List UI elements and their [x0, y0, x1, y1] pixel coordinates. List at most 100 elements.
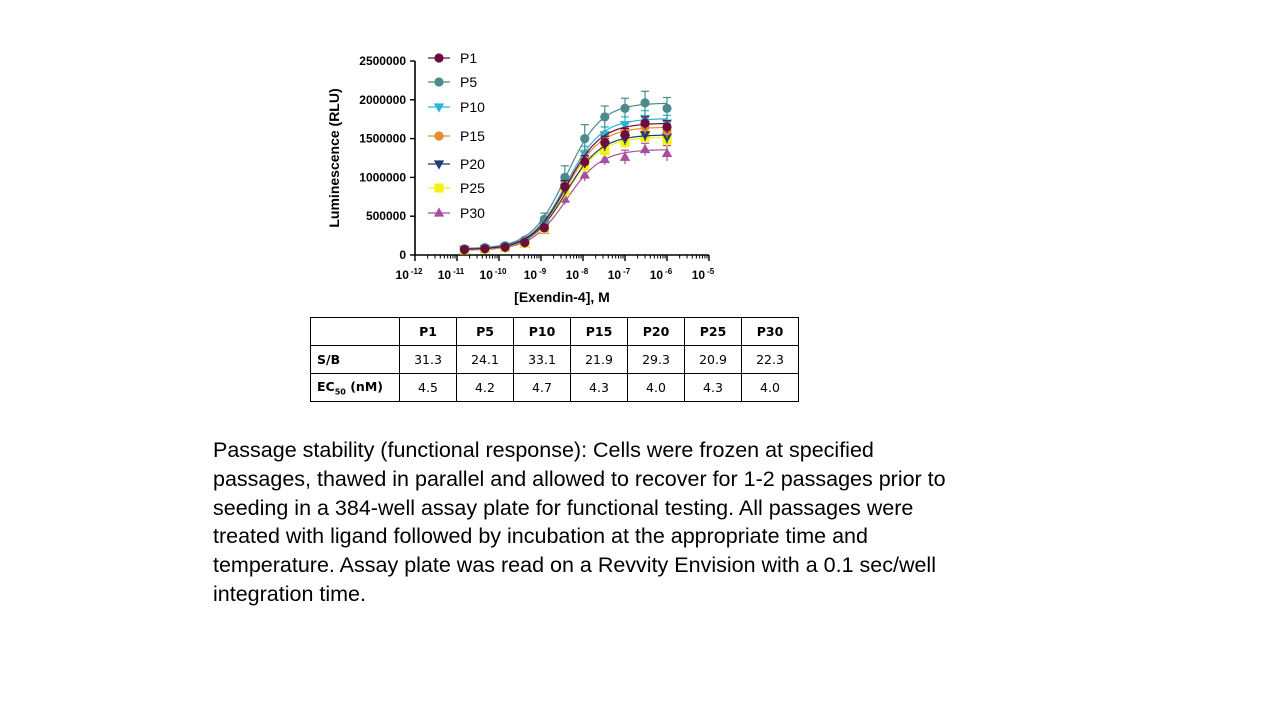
data-point — [619, 151, 631, 161]
data-point — [661, 147, 673, 157]
table-cell: 4.0 — [627, 373, 685, 402]
y-tick-label: 500000 — [366, 209, 406, 223]
y-axis: 0 500000 1000000 1500000 2000000 2500000 — [359, 54, 416, 262]
table-cell: 4.5 — [399, 373, 457, 402]
data-point — [640, 98, 650, 108]
data-point — [580, 134, 590, 144]
series-p20 — [459, 127, 673, 256]
legend-marker — [433, 160, 445, 170]
legend-marker — [434, 53, 444, 63]
data-point — [560, 182, 570, 192]
table-header-row: P1 P5 P10 P15 P20 P25 P30 — [310, 317, 799, 346]
x-tick-label: 10 -9 — [524, 267, 547, 282]
x-tick-label: 10 -7 — [608, 267, 631, 282]
data-point — [662, 122, 672, 132]
data-point — [639, 143, 651, 154]
ec-unit: (nM) — [345, 378, 383, 394]
legend-item-p25: P25 — [428, 180, 485, 196]
legend: P1 P5 P10 P15 P20 P25 P30 — [428, 50, 485, 221]
figure-caption: Passage stability (functional response):… — [213, 438, 946, 606]
y-tick-label: 2000000 — [359, 93, 406, 107]
table-cell: 21.9 — [570, 345, 628, 374]
y-tick-label: 1500000 — [359, 132, 406, 146]
x-tick-label: 10 -12 — [396, 267, 423, 282]
legend-label: P10 — [460, 99, 485, 115]
table-cell: 29.3 — [627, 345, 685, 374]
legend-marker — [433, 103, 445, 113]
data-point — [599, 153, 610, 164]
legend-marker — [433, 207, 445, 217]
legend-marker — [434, 77, 444, 87]
table-row-label: EC50 (nM) — [310, 373, 400, 402]
table-row-ec50: EC50 (nM) 4.5 4.2 4.7 4.3 4.0 4.3 4.0 — [310, 373, 799, 402]
dose-response-chart: 0 500000 1000000 1500000 2000000 2500000 10 -1… — [326, 50, 715, 305]
data-point — [560, 172, 570, 182]
table-cell: 4.2 — [456, 373, 514, 402]
legend-label: P5 — [460, 74, 477, 90]
table-header-cell: P5 — [456, 317, 514, 346]
legend-marker — [434, 131, 444, 141]
legend-label: P1 — [460, 50, 477, 66]
data-point — [619, 121, 631, 131]
x-tick-label: 10 -8 — [566, 267, 589, 282]
table-cell: 20.9 — [684, 345, 742, 374]
data-point — [500, 242, 510, 252]
legend-marker — [434, 183, 444, 193]
table-cell: 4.3 — [684, 373, 742, 402]
data-point — [620, 130, 630, 140]
legend-item-p1: P1 — [428, 50, 477, 66]
table-corner — [310, 317, 400, 346]
y-tick-label: 0 — [399, 248, 406, 262]
table-header-cell: P20 — [627, 317, 685, 346]
legend-item-p20: P20 — [428, 156, 485, 172]
x-tick-label: 10 -10 — [480, 267, 507, 282]
series-p5 — [459, 90, 672, 254]
table-header-cell: P30 — [741, 317, 799, 346]
table-cell: 4.0 — [741, 373, 799, 402]
data-point — [539, 214, 549, 224]
table-row-sb: S/B 31.3 24.1 33.1 21.9 29.3 20.9 22.3 — [310, 345, 799, 374]
series-p30 — [459, 142, 673, 254]
table-header-cell: P25 — [684, 317, 742, 346]
table-row-label: S/B — [310, 345, 400, 374]
data-point — [579, 169, 590, 179]
legend-item-p30: P30 — [428, 205, 485, 221]
data-point — [662, 103, 672, 113]
data-point — [480, 244, 490, 254]
y-tick-label: 1000000 — [359, 170, 406, 184]
data-point — [459, 244, 469, 255]
y-tick-label: 2500000 — [359, 54, 406, 68]
legend-item-p5: P5 — [428, 74, 477, 90]
data-point — [600, 137, 610, 148]
data-point — [620, 103, 630, 113]
ec-label: EC — [317, 378, 335, 394]
table-cell: 33.1 — [513, 345, 571, 374]
x-axis: 10 -12 10 -11 10 -10 10 -9 10 -8 10 -7 10 -6 10 -5 — [396, 254, 715, 282]
table-cell: 4.7 — [513, 373, 571, 402]
table-cell: 24.1 — [456, 345, 514, 374]
legend-label: P20 — [460, 156, 485, 172]
x-tick-label: 10 -11 — [438, 267, 465, 282]
y-axis-title: Luminescence (RLU) — [326, 88, 342, 227]
legend-label: P15 — [460, 128, 485, 144]
x-tick-label: 10 -5 — [692, 267, 715, 282]
table-cell: 4.3 — [570, 373, 628, 402]
data-point — [661, 133, 673, 143]
legend-label: P25 — [460, 180, 485, 196]
data-point — [520, 237, 530, 248]
series-p1 — [459, 116, 672, 255]
summary-table: P1 P5 P10 P15 P20 P25 P30 S/B 31.3 24.1 … — [310, 317, 799, 402]
table-cell: 31.3 — [399, 345, 457, 374]
data-point — [580, 157, 590, 167]
table-header-cell: P10 — [513, 317, 571, 346]
legend-item-p15: P15 — [428, 128, 485, 144]
x-axis-title: [Exendin-4], M — [514, 289, 610, 305]
table-header-cell: P15 — [570, 317, 628, 346]
data-point — [640, 118, 650, 128]
ec-subscript: 50 — [334, 387, 346, 397]
data-point — [639, 131, 651, 141]
legend-item-p10: P10 — [428, 99, 485, 115]
legend-label: P30 — [460, 205, 485, 221]
x-tick-label: 10 -6 — [650, 267, 673, 282]
table-cell: 22.3 — [741, 345, 799, 374]
